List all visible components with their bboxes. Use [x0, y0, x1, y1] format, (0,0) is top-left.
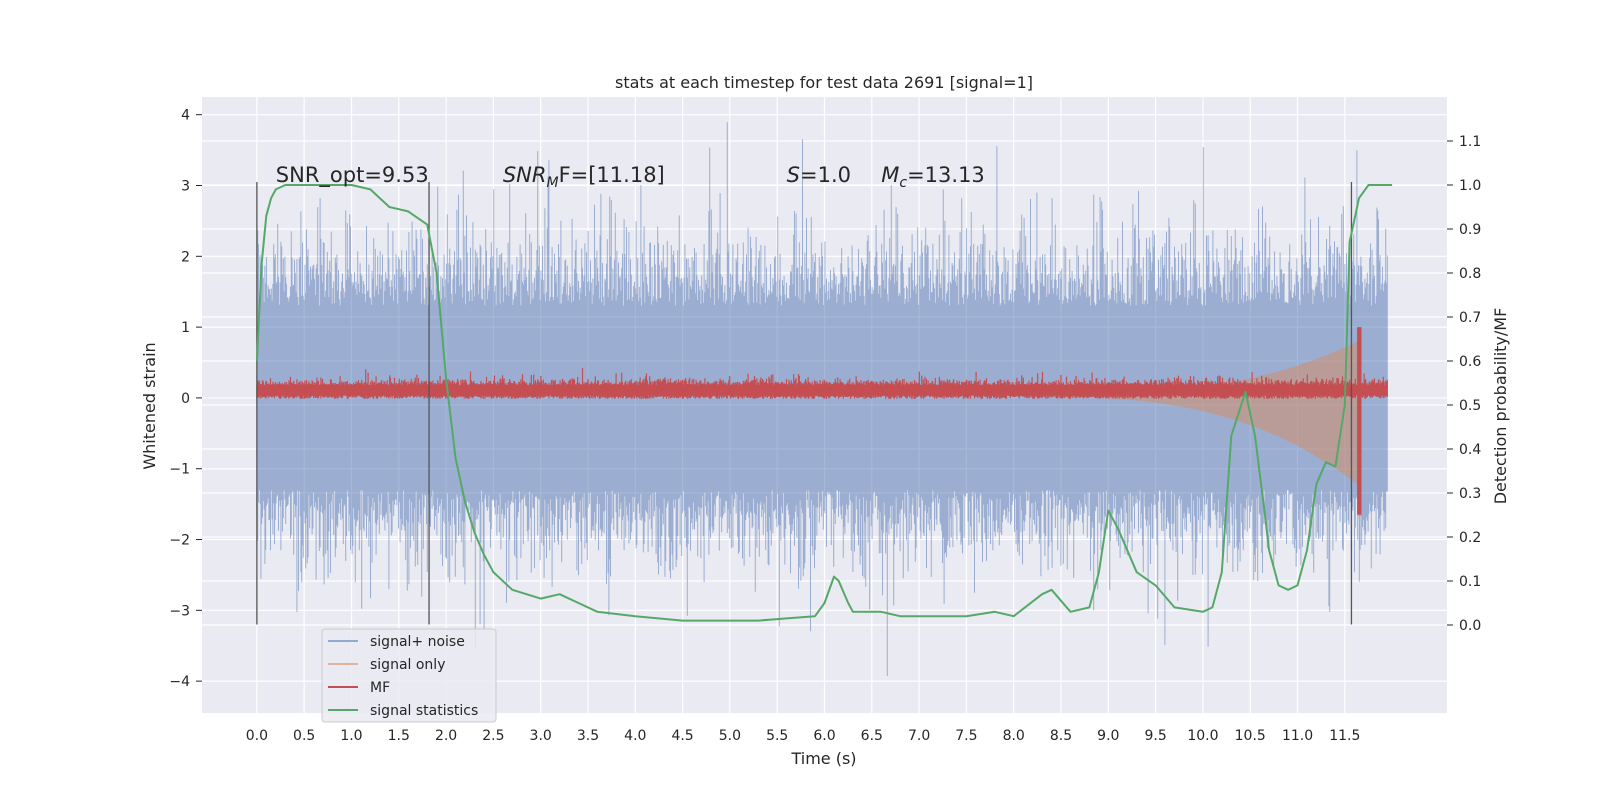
- legend-label-signal-statistics: signal statistics: [370, 703, 478, 719]
- annotation-3: Mc=13.13: [881, 163, 985, 191]
- y-tick-label: −1: [169, 462, 190, 478]
- x-tick-label: 3.0: [530, 728, 552, 744]
- chart-title: stats at each timestep for test data 269…: [615, 73, 1033, 92]
- y-tick-label: 4: [181, 108, 190, 124]
- x-tick-labels: 0.0 0.5 1.0 1.5 2.0 2.5 3.0 3.5 4.0 4.5 5.0 5.5 6.0 6…: [246, 728, 1361, 744]
- vertical-marker-lines: [256, 181, 1353, 625]
- y-axis-label: Whitened strain: [140, 342, 159, 469]
- x-tick-label: 7.0: [908, 728, 930, 744]
- legend-label-mf: MF: [370, 680, 390, 696]
- right-y-tick-label: 0.5: [1459, 398, 1481, 414]
- right-y-tick-label: 0.7: [1459, 310, 1481, 326]
- annotation-text: SNR_opt=9.53: [276, 163, 429, 188]
- right-y-tick-label: 0.9: [1459, 222, 1481, 238]
- annotation-subscript: M: [546, 175, 558, 191]
- legend-box: [321, 628, 497, 723]
- y-tick-label: −4: [169, 674, 190, 690]
- signal-only-series: [1013, 340, 1360, 487]
- x-tick-label: 1.5: [388, 728, 410, 744]
- x-tick-label: 10.5: [1235, 728, 1266, 744]
- signal-statistics-line: [255, 184, 1393, 622]
- y-tick-labels: 4 3 2 1 0 −1 −2 −3 −4: [169, 108, 202, 690]
- legend-label-signal-noise: signal+ noise: [370, 634, 465, 650]
- x-tick-label: 9.0: [1097, 728, 1119, 744]
- x-tick-label: 8.5: [1050, 728, 1072, 744]
- legend: signal+ noise signal only MF signal stat…: [321, 628, 497, 723]
- x-tick-label: 2.0: [435, 728, 457, 744]
- x-tick-label: 4.0: [624, 728, 646, 744]
- x-axis-label: Time (s): [790, 749, 856, 768]
- annotation-2: S=1.0: [787, 163, 851, 187]
- right-y-tick-label: 1.1: [1459, 134, 1481, 150]
- x-tick-label: 1.0: [340, 728, 362, 744]
- annotation-text: SNR: [503, 163, 547, 187]
- annotation-text: S: [787, 163, 800, 187]
- annotation-tail: F=[11.18]: [559, 163, 665, 187]
- right-y-tick-label: 0.0: [1459, 618, 1481, 634]
- x-tick-label: 2.5: [482, 728, 504, 744]
- x-tick-label: 11.0: [1282, 728, 1313, 744]
- annotation-1: SNRMF=[11.18]: [503, 163, 665, 191]
- x-tick-label: 10.0: [1187, 728, 1218, 744]
- y-tick-label: 3: [181, 179, 190, 195]
- y-tick-label: 1: [181, 320, 190, 336]
- right-y-tick-labels: 1.1 1.0 0.9 0.8 0.7 0.6 0.5 0.4 0.3 0.2 0.1 0.0: [1447, 134, 1481, 634]
- right-y-tick-label: 0.4: [1459, 442, 1481, 458]
- right-y-axis-label: Detection probability/MF: [1491, 308, 1510, 505]
- annotation-tail: =1.0: [800, 163, 851, 187]
- x-tick-label: 0.5: [293, 728, 315, 744]
- x-tick-label: 9.5: [1144, 728, 1166, 744]
- x-tick-label: 4.5: [671, 728, 693, 744]
- annotation-text: M: [881, 163, 899, 187]
- x-tick-label: 8.0: [1003, 728, 1025, 744]
- right-y-tick-label: 0.6: [1459, 354, 1481, 370]
- x-tick-label: 6.5: [861, 728, 883, 744]
- x-tick-label: 3.5: [577, 728, 599, 744]
- right-y-tick-label: 1.0: [1459, 178, 1481, 194]
- x-tick-label: 6.0: [813, 728, 835, 744]
- x-tick-label: 5.5: [766, 728, 788, 744]
- y-tick-label: 2: [181, 249, 190, 265]
- y-tick-label: 0: [181, 391, 190, 407]
- right-y-tick-label: 0.1: [1459, 574, 1481, 590]
- right-y-tick-label: 0.3: [1459, 486, 1481, 502]
- right-y-tick-label: 0.2: [1459, 530, 1481, 546]
- x-tick-label: 11.5: [1329, 728, 1360, 744]
- annotation-tail: =13.13: [907, 163, 985, 187]
- x-tick-label: 5.0: [719, 728, 741, 744]
- x-tick-label: 7.5: [955, 728, 977, 744]
- legend-label-signal-only: signal only: [370, 657, 445, 673]
- right-y-tick-label: 0.8: [1459, 266, 1481, 282]
- signal-only-envelope: [1013, 340, 1360, 487]
- annotations: SNR_opt=9.53 SNRMF=[11.18] S=1.0 Mc=13.13: [276, 163, 985, 191]
- signal-statistics-series: [255, 184, 1393, 622]
- annotation-0: SNR_opt=9.53: [276, 163, 429, 188]
- y-tick-label: −2: [169, 533, 190, 549]
- annotation-subscript: c: [899, 175, 907, 191]
- y-tick-label: −3: [169, 603, 190, 619]
- x-tick-label: 0.0: [246, 728, 268, 744]
